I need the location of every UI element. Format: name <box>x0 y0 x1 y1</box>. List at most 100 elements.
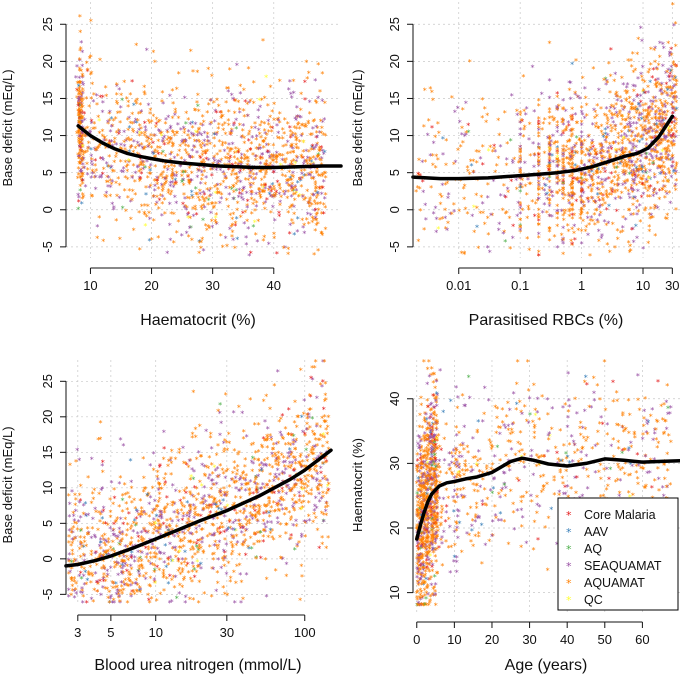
p2-y-tick-label-3: 10 <box>387 128 402 142</box>
p1-point-seaquamat: * <box>320 191 324 200</box>
p2-point-aquamat: * <box>416 184 420 193</box>
p1-point-aquamat: * <box>182 191 186 200</box>
p1-point-seaquamat: * <box>292 89 296 98</box>
p1-point-aquamat: * <box>232 167 236 176</box>
p1-point-aquamat: * <box>205 109 209 118</box>
p1-point-aquamat: * <box>221 244 225 253</box>
p1-point-aquamat: * <box>159 172 163 181</box>
p2-y-axis-label: Base deficit (mEq/L) <box>350 69 365 186</box>
p1-point-aquamat: * <box>281 126 285 135</box>
p1-point-aquamat: * <box>78 150 82 159</box>
p3-point-aquamat: * <box>289 488 293 497</box>
p1-point-aquamat: * <box>302 197 306 206</box>
p2-point-seaquamat: * <box>423 202 427 211</box>
p1-point-seaquamat: * <box>298 175 302 184</box>
p2-point-seaquamat: * <box>569 96 573 105</box>
p3-point-aquamat: * <box>197 578 201 587</box>
p3-point-seaquamat: * <box>239 599 243 608</box>
p2-point-aquamat: * <box>644 166 648 175</box>
p1-point-aquamat: * <box>190 237 194 246</box>
p1-point-aquamat: * <box>283 116 287 125</box>
p3-point-seaquamat: * <box>225 571 229 580</box>
p2-point-seaquamat: * <box>456 105 460 114</box>
p1-point-qc: * <box>264 74 268 83</box>
p1-point-seaquamat: * <box>255 238 259 247</box>
p1-point-aquamat: * <box>234 171 238 180</box>
p2-point-aquamat: * <box>635 198 639 207</box>
p1-point-aquamat: * <box>258 193 262 202</box>
p1-point-qc: * <box>97 117 101 126</box>
p3-point-aquamat: * <box>144 511 148 520</box>
p1-point-aquamat: * <box>118 119 122 128</box>
p2-point-aquamat: * <box>548 237 552 246</box>
p3-point-seaquamat: * <box>191 560 195 569</box>
p1-point-aq: * <box>251 223 255 232</box>
p1-point-seaquamat: * <box>80 137 84 146</box>
p2-point-aquamat: * <box>577 137 581 146</box>
p1-point-core-malaria: * <box>317 184 321 193</box>
p1-point-aq: * <box>182 169 186 178</box>
p3-point-seaquamat: * <box>197 449 201 458</box>
p2-point-aquamat: * <box>527 247 531 256</box>
p3-point-aquamat: * <box>295 424 299 433</box>
p1-point-seaquamat: * <box>223 148 227 157</box>
p1-point-seaquamat: * <box>277 117 281 126</box>
p1-point-aquamat: * <box>168 139 172 148</box>
p1-point-seaquamat: * <box>247 99 251 108</box>
p3-point-aquamat: * <box>310 364 314 373</box>
p1-point-aquamat: * <box>157 185 161 194</box>
p1-point-aquamat: * <box>246 155 250 164</box>
p1-point-aav: * <box>148 237 152 246</box>
p2-point-aquamat: * <box>605 241 609 250</box>
p2-point-aquamat: * <box>653 232 657 241</box>
p1-point-seaquamat: * <box>244 234 248 243</box>
p1-point-seaquamat: * <box>95 223 99 232</box>
p3-point-seaquamat: * <box>148 462 152 471</box>
p1-point-aquamat: * <box>84 95 88 104</box>
p3-point-aquamat: * <box>194 425 198 434</box>
p1-point-aquamat: * <box>115 98 119 107</box>
p1-point-aquamat: * <box>273 192 277 201</box>
p1-point-seaquamat: * <box>162 134 166 143</box>
p1-point-aquamat: * <box>304 158 308 167</box>
p1-point-aquamat: * <box>230 171 234 180</box>
p3-point-aquamat: * <box>282 497 286 506</box>
p1-point-aquamat: * <box>305 188 309 197</box>
p1-point-aquamat: * <box>123 174 127 183</box>
p1-point-aquamat: * <box>179 155 183 164</box>
p3-point-aquamat: * <box>123 481 127 490</box>
p1-point-aquamat: * <box>320 230 324 239</box>
p1-point-aav: * <box>296 215 300 224</box>
p3-point-seaquamat: * <box>100 462 104 471</box>
p1-point-aav: * <box>268 190 272 199</box>
p2-point-aquamat: * <box>570 225 574 234</box>
p1-point-aquamat: * <box>153 59 157 68</box>
p3-point-aquamat: * <box>198 422 202 431</box>
p1-point-aav: * <box>109 165 113 174</box>
p3-point-aquamat: * <box>263 457 267 466</box>
p2-point-aquamat: * <box>613 123 617 132</box>
p1-point-aquamat: * <box>224 99 228 108</box>
p2-point-aquamat: * <box>568 87 572 96</box>
p1-point-aquamat: * <box>92 91 96 100</box>
p3-point-aquamat: * <box>151 485 155 494</box>
p3-point-seaquamat: * <box>162 429 166 438</box>
p1-point-aquamat: * <box>197 250 201 259</box>
p2-point-aquamat: * <box>569 127 573 136</box>
p1-point-aquamat: * <box>260 97 264 106</box>
p3-point-aquamat: * <box>299 485 303 494</box>
p3-point-seaquamat: * <box>75 447 79 456</box>
p3-point-seaquamat: * <box>276 368 280 377</box>
p1-point-aquamat: * <box>316 61 320 70</box>
p3-point-seaquamat: * <box>244 487 248 496</box>
p1-point-aquamat: * <box>286 120 290 129</box>
p3-point-aquamat: * <box>237 552 241 561</box>
p1-point-seaquamat: * <box>214 131 218 140</box>
p1-point-aq: * <box>196 102 200 111</box>
p1-point-aquamat: * <box>134 98 138 107</box>
p3-point-aquamat: * <box>131 588 135 597</box>
p1-point-core-malaria: * <box>130 78 134 87</box>
p1-point-aquamat: * <box>205 142 209 151</box>
p2-point-seaquamat: * <box>636 188 640 197</box>
p2-point-core-malaria: * <box>570 212 574 221</box>
